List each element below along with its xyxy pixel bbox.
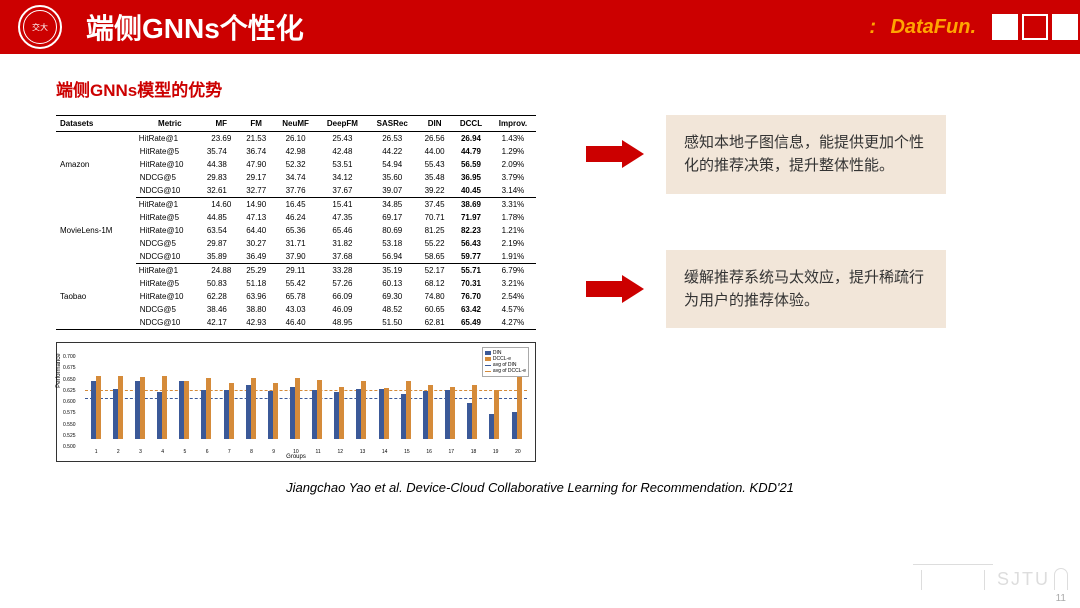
datafun-logo: :DDataFun.: [869, 16, 976, 39]
university-seal-icon: 交大: [18, 5, 62, 49]
chart-ylabel: Performance: [56, 353, 62, 387]
right-column: 感知本地子图信息，能提供更加个性化的推荐决策，提升整体性能。 缓解推荐系统马太效…: [586, 115, 1024, 384]
sjtu-watermark: SJTU: [913, 564, 1068, 590]
decor-square-icon: [1052, 14, 1078, 40]
results-table: DatasetsMetricMFFMNeuMFDeepFMSASRecDINDC…: [56, 115, 536, 330]
arrow-icon: [586, 275, 644, 303]
chart-xlabel: Groups: [286, 454, 306, 460]
arrow-icon: [586, 140, 644, 168]
callout-row: 缓解推荐系统马太效应，提升稀疏行为用户的推荐体验。: [586, 250, 1024, 329]
callout-box: 感知本地子图信息，能提供更加个性化的推荐决策，提升整体性能。: [666, 115, 946, 194]
top-banner: 交大 端侧GNNs个性化 :DDataFun.: [0, 0, 1080, 54]
chart-legend: DINDCCL-eavg of DINavg of DCCL-e: [482, 347, 529, 377]
bar-chart: Performance 0.5000.5250.5500.5750.6000.6…: [56, 342, 536, 462]
page-number: 11: [1056, 593, 1066, 604]
slide-title: 端侧GNNs个性化: [86, 7, 304, 47]
callout-box: 缓解推荐系统马太效应，提升稀疏行为用户的推荐体验。: [666, 250, 946, 329]
callout-row: 感知本地子图信息，能提供更加个性化的推荐决策，提升整体性能。: [586, 115, 1024, 194]
citation: Jiangchao Yao et al. Device-Cloud Collab…: [0, 480, 1080, 495]
content-row: DatasetsMetricMFFMNeuMFDeepFMSASRecDINDC…: [0, 115, 1080, 462]
left-column: DatasetsMetricMFFMNeuMFDeepFMSASRecDINDC…: [56, 115, 536, 462]
banner-right: :DDataFun.: [869, 0, 1080, 54]
decor-square-outline-icon: [1022, 14, 1048, 40]
chart-bars: [85, 349, 527, 439]
section-subtitle: 端侧GNNs模型的优势: [56, 76, 1080, 101]
decor-square-icon: [992, 14, 1018, 40]
